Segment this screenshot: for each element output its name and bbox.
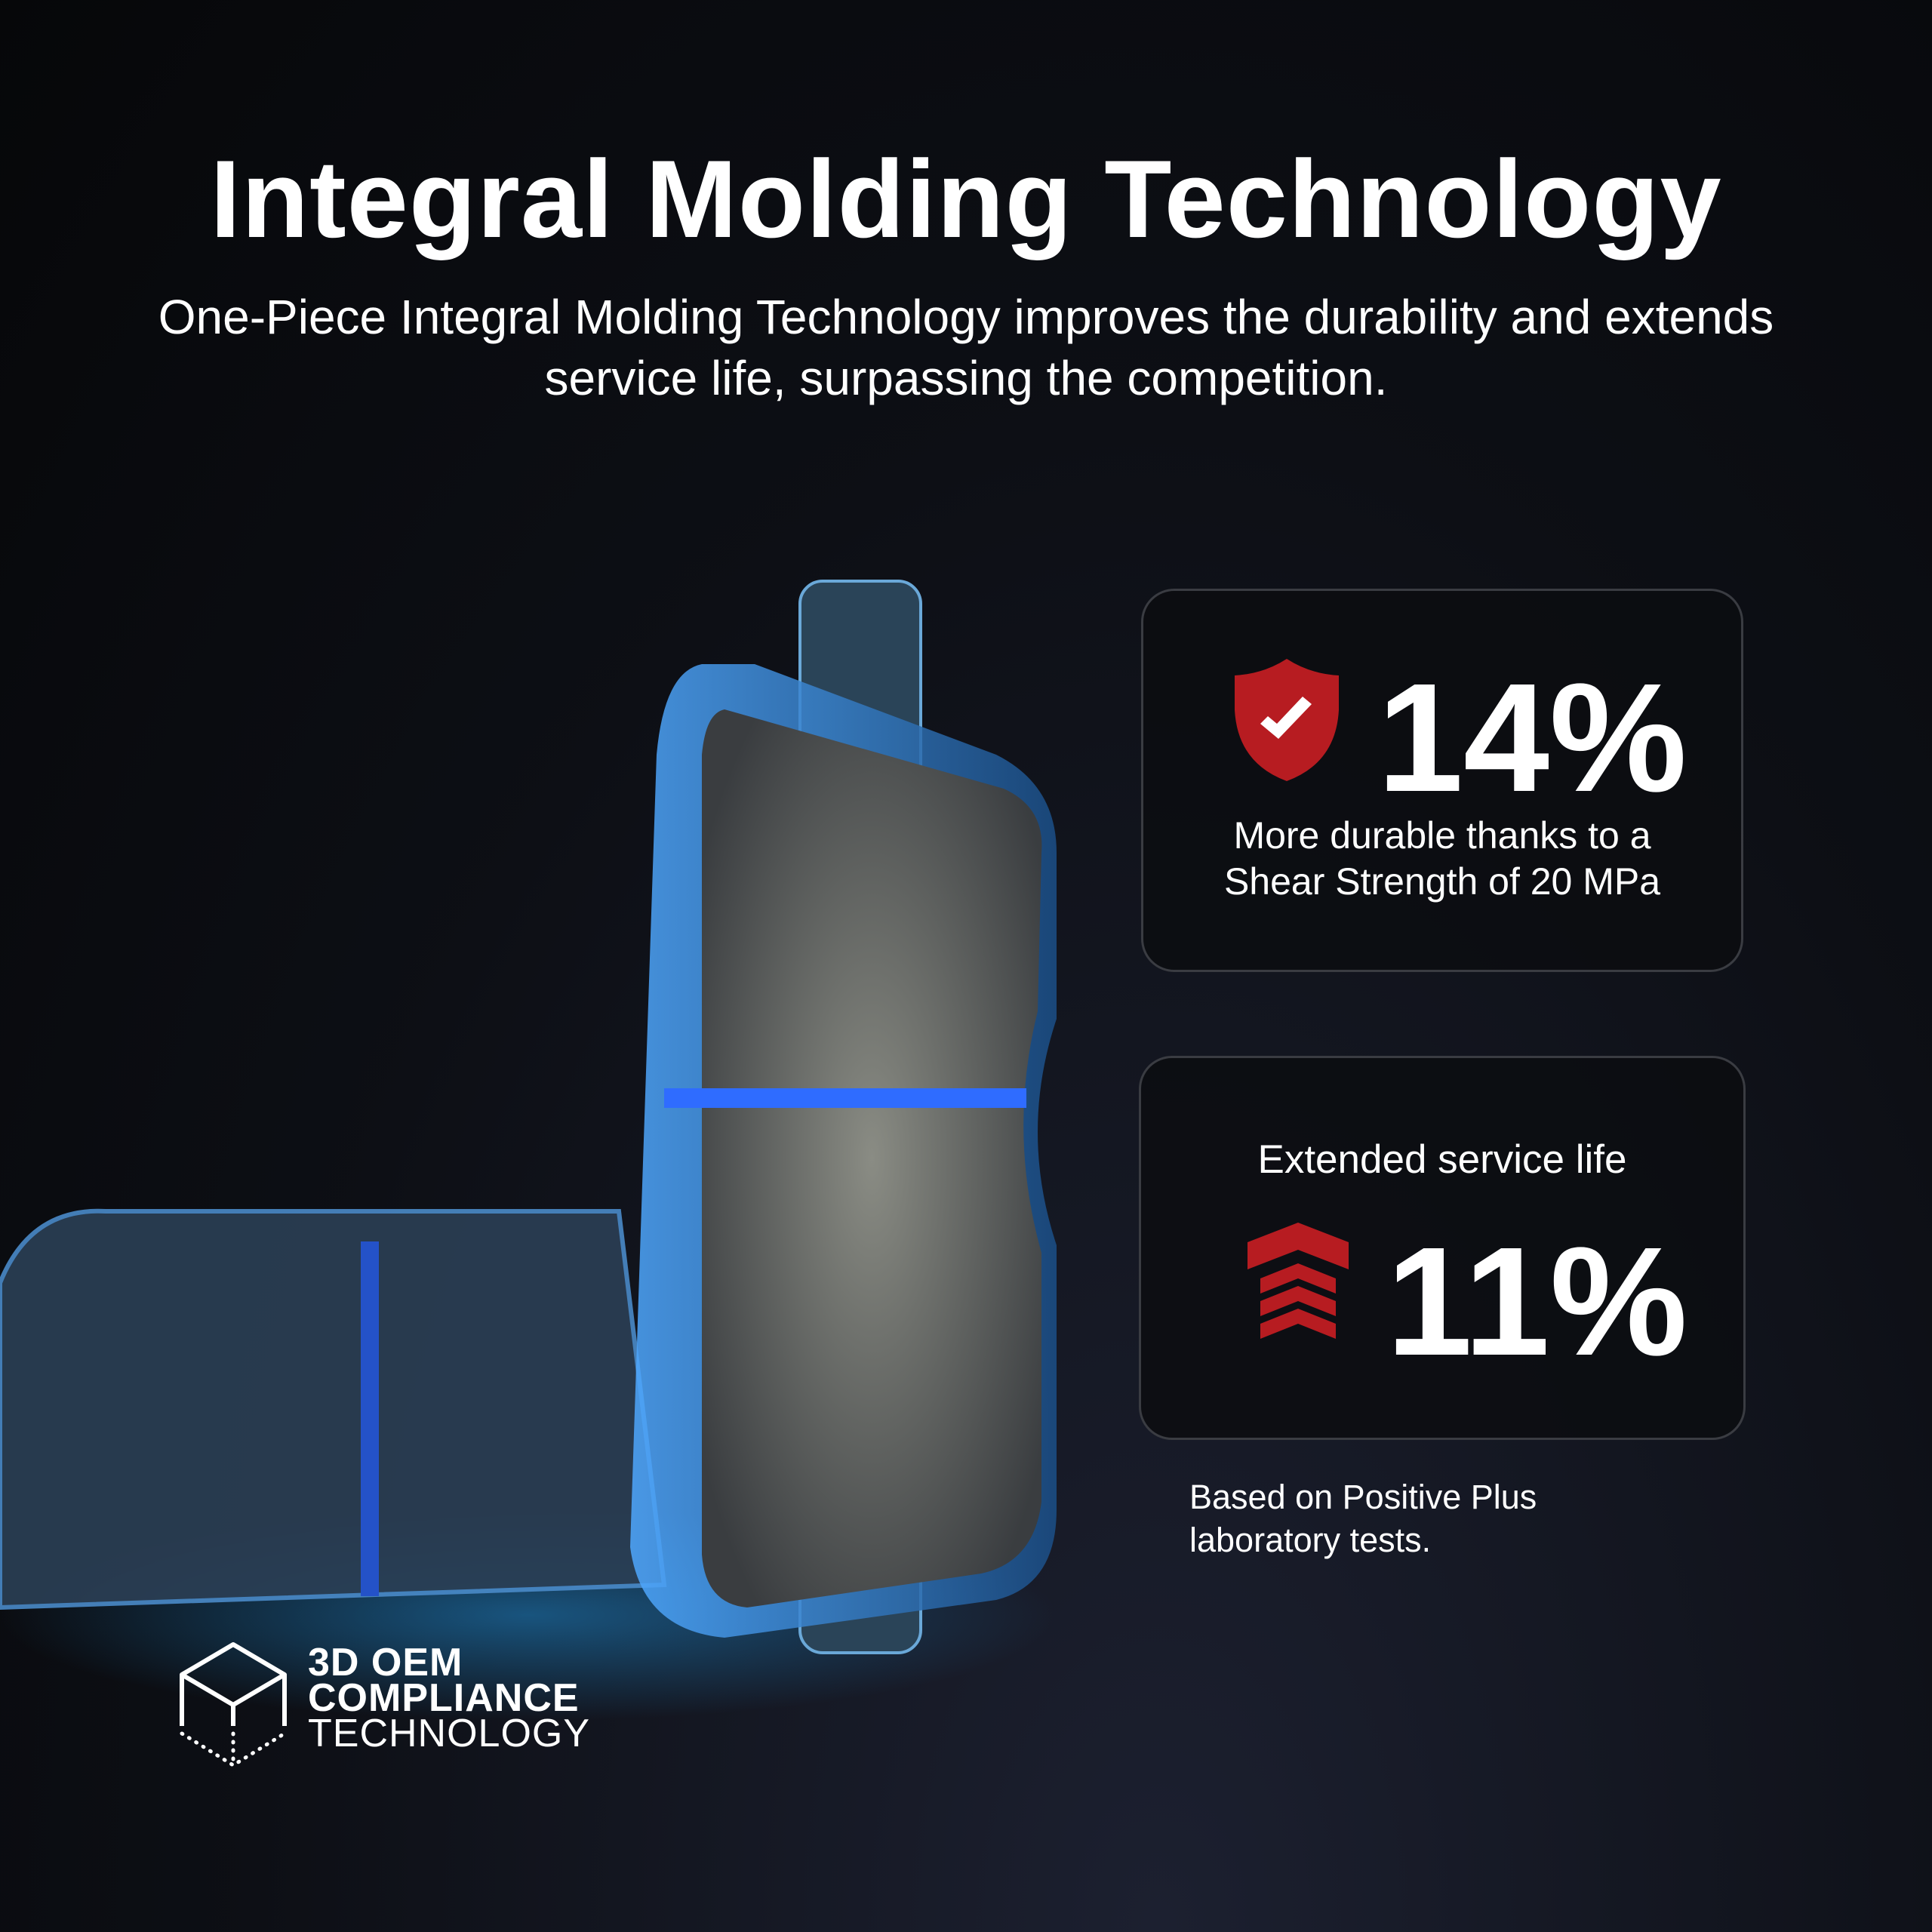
logo-line3: TECHNOLOGY — [308, 1712, 591, 1755]
service-life-label: Extended service life — [1257, 1137, 1627, 1182]
chevron-up-arrows-icon — [1247, 1223, 1349, 1339]
durability-description-line2: Shear Strength of 20 MPa — [1223, 860, 1661, 903]
shield-check-icon — [1235, 659, 1339, 781]
page-title: Integral Molding Technology — [210, 137, 1722, 260]
footnote: Based on Positive Plus laboratory tests. — [1189, 1475, 1537, 1561]
service-life-stat-card: Extended service life 11% — [1139, 1056, 1746, 1440]
logo-text: 3D OEM COMPLIANCE TECHNOLOGY — [308, 1641, 591, 1755]
durability-description-line1: More durable thanks to a — [1233, 814, 1651, 857]
service-life-value: 11% — [1386, 1215, 1687, 1388]
footnote-line2: laboratory tests. — [1189, 1521, 1432, 1559]
logo-line1: 3D OEM — [308, 1641, 463, 1684]
logo-line2: COMPLIANCE — [308, 1676, 580, 1720]
durability-value: 14% — [1377, 651, 1687, 824]
footnote-line1: Based on Positive Plus — [1189, 1478, 1537, 1516]
brake-pad-illustration — [0, 580, 1057, 1721]
cube-logo-icon — [180, 1642, 287, 1767]
durability-stat-card: 14% More durable thanks to a Shear Stren… — [1141, 589, 1743, 972]
page-subtitle: One-Piece Integral Molding Technology im… — [158, 290, 1774, 405]
